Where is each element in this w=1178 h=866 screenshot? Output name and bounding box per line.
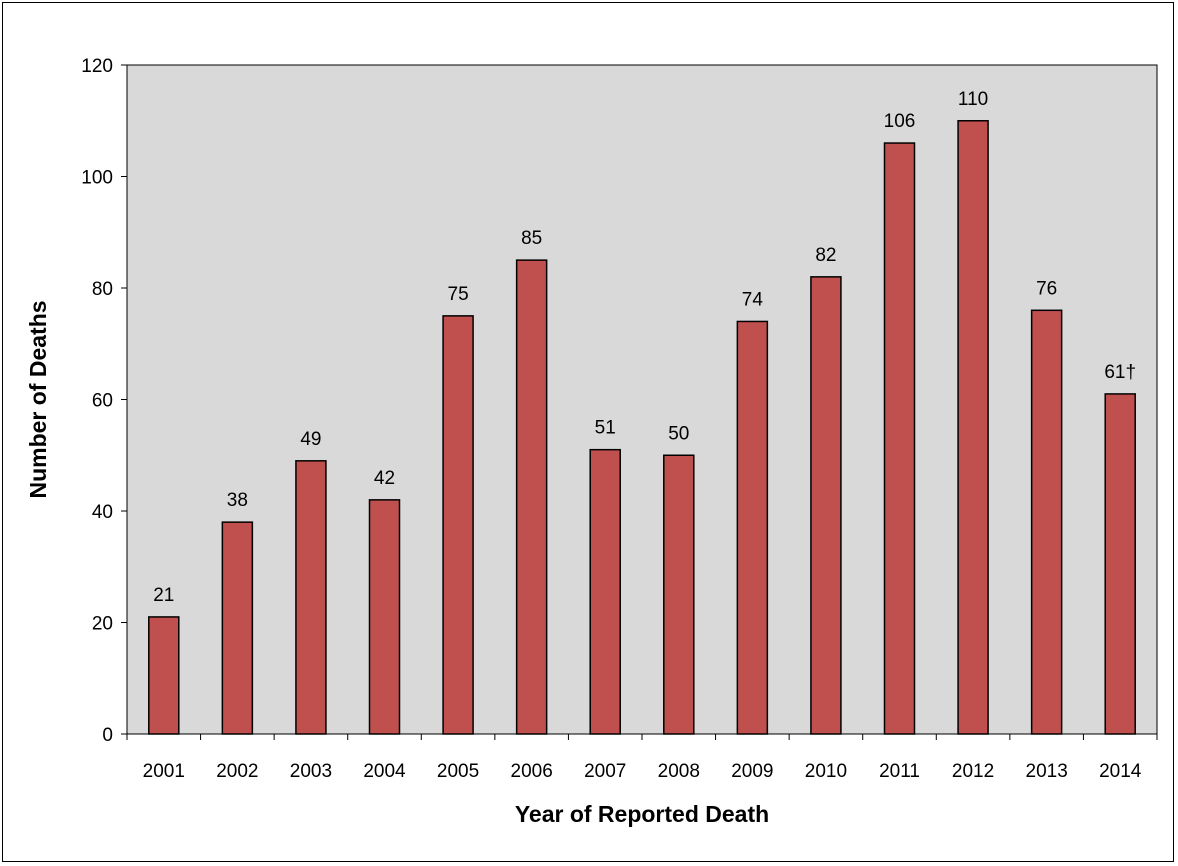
bar-2009 xyxy=(736,320,769,735)
data-label-2011: 106 xyxy=(884,111,916,132)
y-axis-title: Number of Deaths xyxy=(25,300,51,498)
x-tick-label-2011: 2011 xyxy=(879,761,920,782)
x-tick-label-2005: 2005 xyxy=(437,761,479,782)
bar-2003 xyxy=(295,460,327,735)
bar-2010 xyxy=(810,276,842,735)
plot-area xyxy=(126,64,1158,735)
x-tick-label-2009: 2009 xyxy=(731,761,773,782)
bar-2008 xyxy=(663,454,695,735)
data-label-2012: 110 xyxy=(958,89,988,110)
bar-2012 xyxy=(957,120,989,735)
data-label-2007: 51 xyxy=(595,418,616,439)
x-tick-label-2006: 2006 xyxy=(511,761,553,782)
bar-2002 xyxy=(221,521,254,735)
data-label-2003: 49 xyxy=(300,429,321,450)
x-tick-label-2002: 2002 xyxy=(216,761,258,782)
bar-2007 xyxy=(589,448,621,735)
x-axis-title: Year of Reported Death xyxy=(515,801,769,827)
bar-2011 xyxy=(883,142,916,735)
bar-2013 xyxy=(1030,309,1063,735)
x-tick-label-2008: 2008 xyxy=(658,761,700,782)
y-tick-label-40: 40 xyxy=(92,502,113,523)
y-tick-label-120: 120 xyxy=(81,56,113,77)
data-label-2001: 21 xyxy=(153,585,174,606)
data-label-2006: 85 xyxy=(521,228,542,249)
axes-layer: 0 20 40 60 80 100 120 2001 2002 2003 2004 2005 2006 2… xyxy=(81,56,1158,782)
data-label-2010: 82 xyxy=(815,245,836,266)
bar-2004 xyxy=(368,499,401,735)
x-tick-label-2013: 2013 xyxy=(1026,761,1068,782)
y-tick-label-80: 80 xyxy=(92,279,113,300)
data-label-2004: 42 xyxy=(374,468,395,489)
x-tick-label-2010: 2010 xyxy=(805,761,847,782)
bar-2006 xyxy=(515,259,548,735)
x-tick-label-2012: 2012 xyxy=(952,761,994,782)
bar-2005 xyxy=(442,315,474,735)
data-label-2005: 75 xyxy=(448,284,469,305)
data-label-2002: 38 xyxy=(227,490,248,511)
x-tick-label-2007: 2007 xyxy=(584,761,626,782)
x-tick-label-2004: 2004 xyxy=(363,761,406,782)
bar-2001 xyxy=(148,616,180,735)
y-tick-label-100: 100 xyxy=(81,168,113,189)
data-label-2013: 76 xyxy=(1036,278,1057,299)
data-label-2008: 50 xyxy=(668,423,689,444)
bar-2014 xyxy=(1104,393,1136,735)
y-tick-label-0: 0 xyxy=(102,725,113,746)
y-tick-label-60: 60 xyxy=(92,391,113,412)
bars-layer xyxy=(148,120,1136,735)
data-label-2009: 74 xyxy=(742,289,764,310)
y-tick-label-20: 20 xyxy=(92,614,113,635)
data-labels-layer: 21 38 49 42 75 85 51 50 74 82 106 110 76 61† xyxy=(153,89,1136,606)
x-tick-label-2014: 2014 xyxy=(1099,761,1142,782)
data-label-2014: 61† xyxy=(1104,362,1136,383)
x-tick-label-2003: 2003 xyxy=(290,761,332,782)
x-tick-label-2001: 2001 xyxy=(143,761,185,782)
